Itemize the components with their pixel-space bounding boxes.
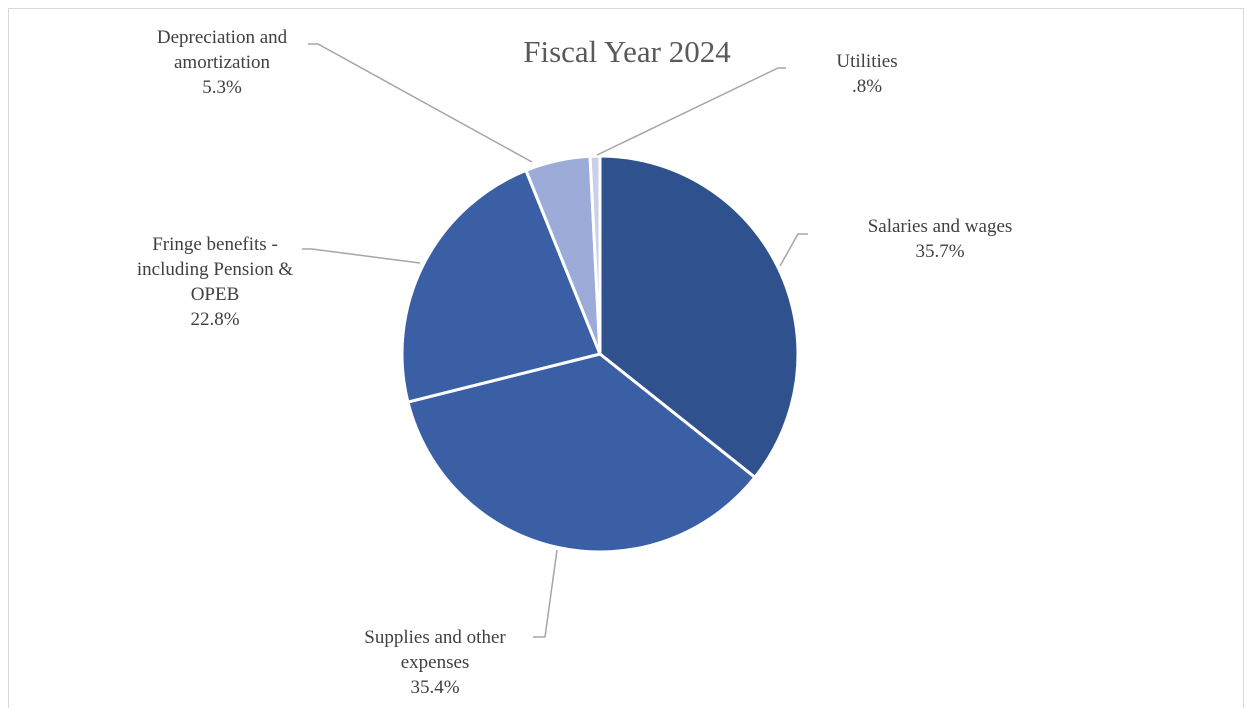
slice-value-utilities: .8% bbox=[852, 76, 882, 97]
leader-line-utilities bbox=[596, 67, 786, 156]
leader-lines bbox=[302, 43, 808, 638]
leader-line-salaries-and-wages bbox=[779, 233, 808, 267]
slice-name-supplies-and-other-expenses: expenses bbox=[401, 652, 470, 673]
slice-value-depreciation-and-amortization: 5.3% bbox=[202, 77, 242, 98]
chart-frame bbox=[8, 8, 1244, 708]
slice-name-fringe-benefits: including Pension & bbox=[137, 259, 293, 280]
slice-value-supplies-and-other-expenses: 35.4% bbox=[410, 677, 459, 698]
slice-label-supplies-and-other-expenses: Supplies and other expenses 35.4% bbox=[364, 627, 506, 698]
pie-slice-utilities bbox=[588, 154, 602, 355]
leader-line-depreciation-and-amortization bbox=[308, 43, 533, 163]
slice-name-utilities: Utilities bbox=[836, 51, 897, 72]
slice-value-salaries-and-wages: 35.7% bbox=[915, 241, 964, 262]
pie-slice-salaries-and-wages bbox=[598, 154, 800, 480]
leader-line-fringe-benefits bbox=[302, 248, 421, 264]
slice-value-fringe-benefits: 22.8% bbox=[190, 309, 239, 330]
slice-name-supplies-and-other-expenses: Supplies and other bbox=[364, 627, 506, 648]
slice-label-fringe-benefits: Fringe benefits - including Pension & OPEB… bbox=[137, 234, 293, 330]
slice-labels: Salaries and wages 35.7% Supplies and othe… bbox=[137, 27, 1012, 698]
slice-label-salaries-and-wages: Salaries and wages 35.7% bbox=[868, 216, 1013, 262]
slice-label-depreciation-and-amortization: Depreciation and amortization 5.3% bbox=[157, 27, 288, 98]
slice-name-salaries-and-wages: Salaries and wages bbox=[868, 216, 1013, 237]
leader-line-supplies-and-other-expenses bbox=[533, 549, 558, 638]
slice-name-depreciation-and-amortization: amortization bbox=[174, 52, 271, 73]
chart-title: Fiscal Year 2024 bbox=[523, 34, 731, 69]
pie-slice-supplies-and-other-expenses bbox=[406, 352, 758, 554]
slice-name-fringe-benefits: OPEB bbox=[191, 284, 240, 305]
pie-slices bbox=[400, 154, 800, 554]
slice-name-depreciation-and-amortization: Depreciation and bbox=[157, 27, 288, 48]
slice-name-fringe-benefits: Fringe benefits - bbox=[152, 234, 278, 255]
slice-label-utilities: Utilities .8% bbox=[836, 51, 897, 97]
pie-slice-fringe-benefits bbox=[400, 168, 603, 404]
